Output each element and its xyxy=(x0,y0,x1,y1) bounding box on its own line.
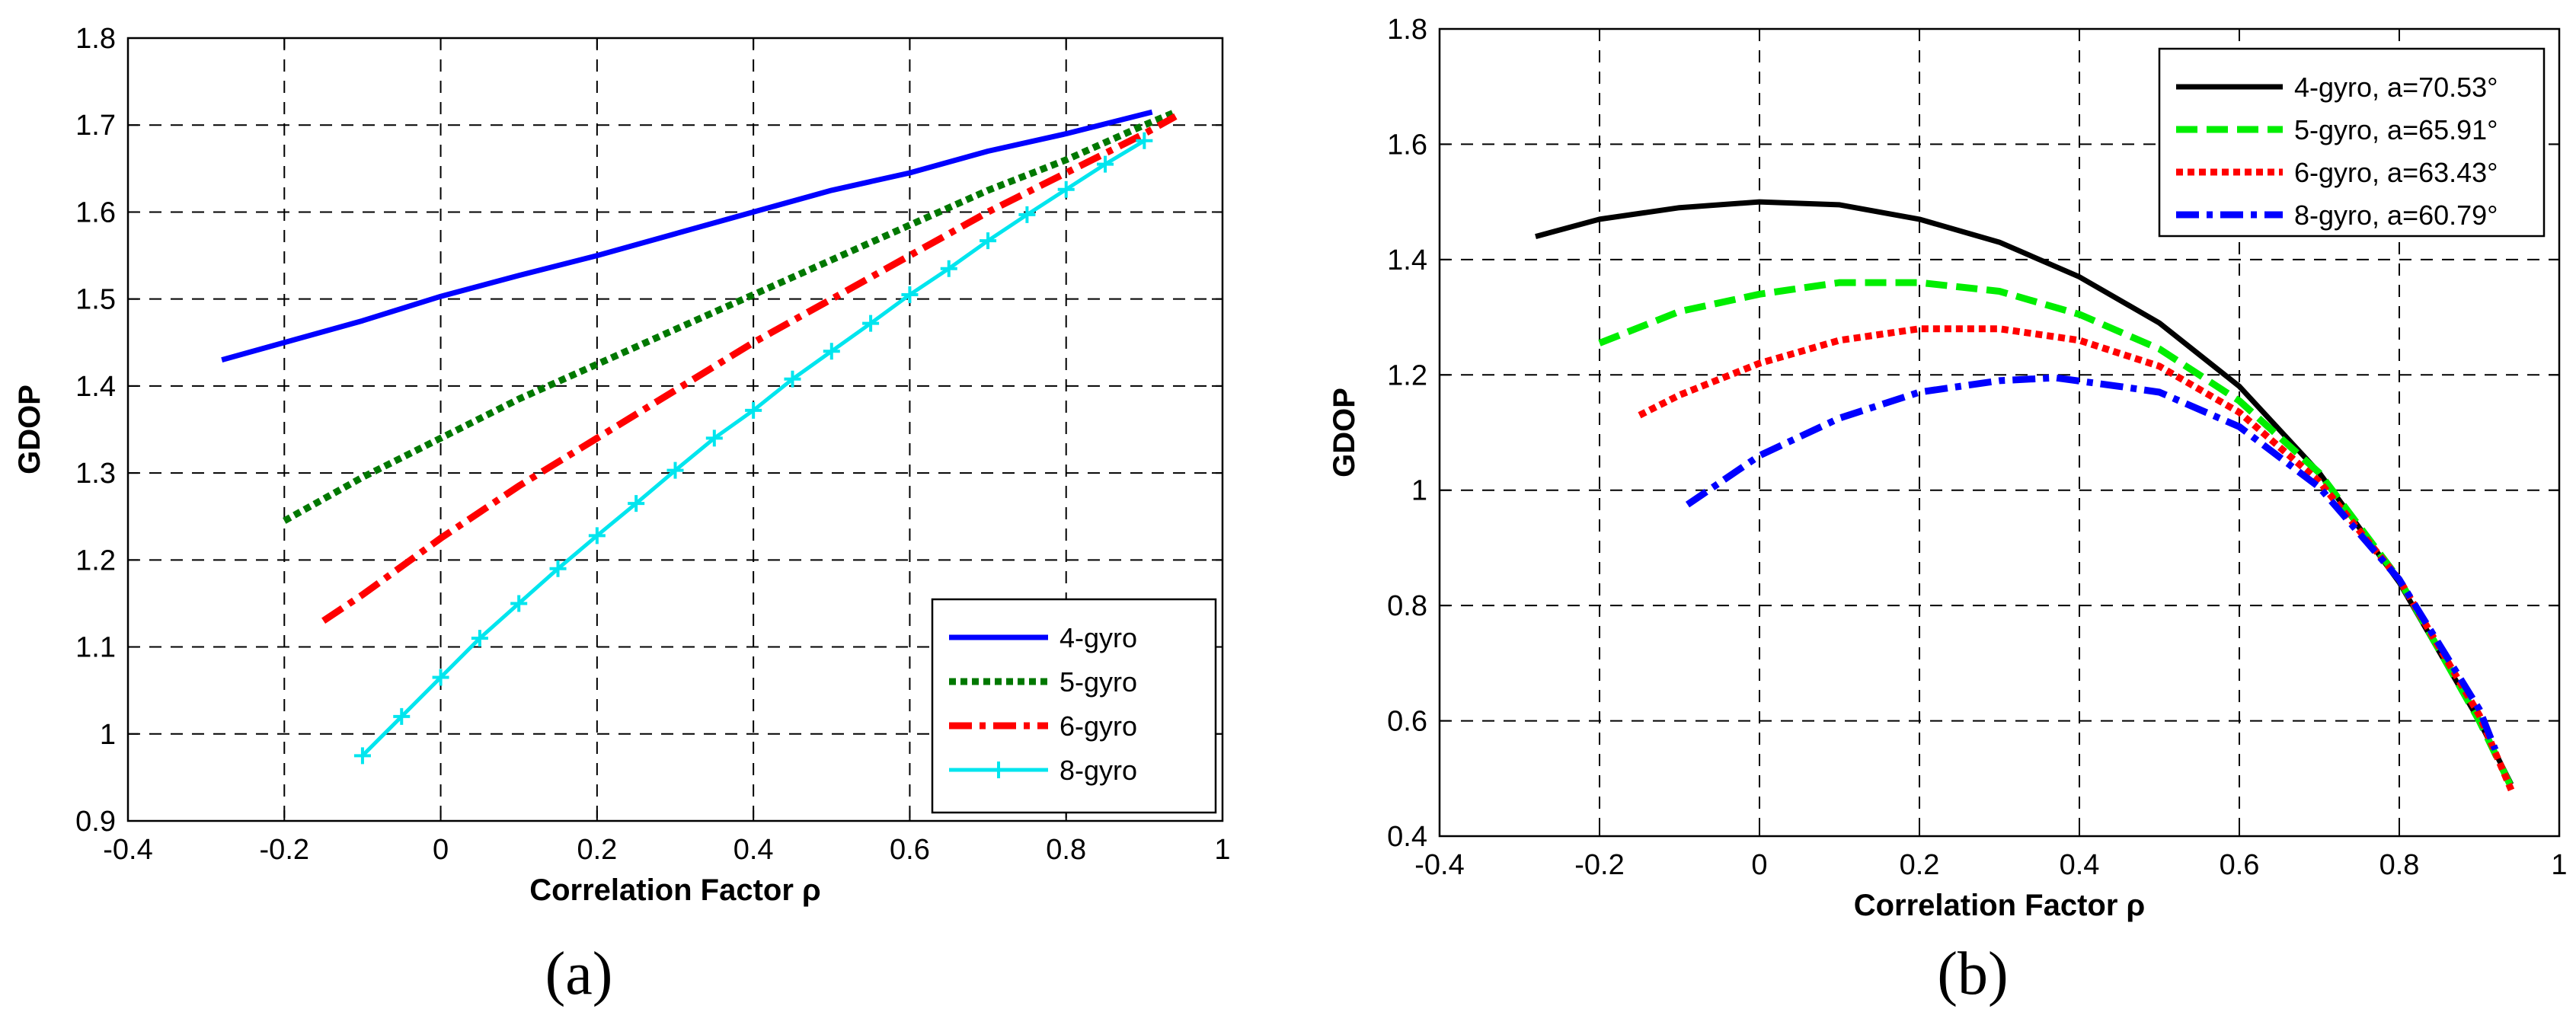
y-tick-label: 1.3 xyxy=(75,458,116,490)
data-point-marker xyxy=(940,260,957,277)
x-tick-label: 0.8 xyxy=(2379,849,2420,881)
legend-label: 5-gyro, a=65.91° xyxy=(2294,114,2498,145)
y-tick-label: 0.8 xyxy=(1387,590,1427,622)
series-line-8-gyro xyxy=(1685,374,2499,752)
panel-caption: (a) xyxy=(545,940,613,1007)
x-axis-label: Correlation Factor ρ xyxy=(1854,889,2146,922)
panel-caption: (b) xyxy=(1937,940,2008,1007)
data-point-marker xyxy=(784,370,801,388)
chart-panel-a: -0.4 -0.2 0 0.2 0.4 0.6 0.8 1 0.9 1 1.1 1.2 1.3 1.4 1.… xyxy=(13,23,1231,1007)
y-tick-label: 0.9 xyxy=(75,806,116,838)
legend-label: 6-gyro, a=63.43° xyxy=(2294,157,2498,188)
data-point-marker xyxy=(1097,155,1114,173)
x-tick-label: 0 xyxy=(433,834,449,866)
x-tick-label: 0.6 xyxy=(2220,849,2260,881)
y-tick-label: 1.5 xyxy=(75,284,116,316)
legend-label: 5-gyro xyxy=(1059,666,1137,698)
axes-frame xyxy=(126,37,1224,822)
data-point-marker xyxy=(901,286,919,303)
data-point-marker xyxy=(745,401,762,419)
x-tick-label: -0.4 xyxy=(103,834,152,866)
series-line-6-gyro xyxy=(321,113,1178,624)
x-tick-label: 1 xyxy=(2551,849,2567,881)
x-tick-label: 0.8 xyxy=(1046,834,1086,866)
y-axis-label: GDOP xyxy=(13,385,46,474)
data-point-marker xyxy=(980,232,997,250)
x-tick-label: 0.4 xyxy=(733,834,774,866)
x-tick-label: 1 xyxy=(1214,834,1230,866)
x-tick-label: -0.2 xyxy=(260,834,309,866)
data-point-marker xyxy=(588,527,606,544)
legend-label: 8-gyro xyxy=(1059,755,1137,786)
data-point-marker xyxy=(666,461,684,479)
x-tick-label: 0.2 xyxy=(577,834,617,866)
x-axis-label: Correlation Factor ρ xyxy=(529,873,821,907)
y-tick-label: 1.8 xyxy=(1387,14,1427,46)
data-point-marker xyxy=(1018,206,1036,223)
data-point-marker xyxy=(705,429,723,447)
y-tick-label: 1.6 xyxy=(1387,129,1427,161)
y-tick-label: 1.6 xyxy=(75,196,116,228)
data-point-marker xyxy=(353,747,371,765)
data-point-marker xyxy=(471,630,488,647)
legend-box xyxy=(2158,47,2546,238)
x-tick-label: 0.2 xyxy=(1900,849,1940,881)
y-tick-label: 1.7 xyxy=(75,110,116,142)
data-point-marker xyxy=(432,669,449,686)
data-point-marker xyxy=(1136,132,1153,149)
legend: 4-gyro 5-gyro 6-gyro 8-gyro xyxy=(931,598,1217,814)
x-tick-label: 0.6 xyxy=(890,834,930,866)
axes-frame xyxy=(1438,27,2561,838)
y-tick-label: 1.2 xyxy=(1387,359,1427,391)
x-tick-label: 0 xyxy=(1751,849,1767,881)
y-tick-label: 1 xyxy=(100,719,116,751)
y-tick-label: 1 xyxy=(1411,475,1427,507)
data-point-marker xyxy=(862,315,880,332)
legend: 4-gyro, a=70.53° 5-gyro, a=65.91° 6-gyro, … xyxy=(2158,47,2546,238)
x-tick-label: -0.2 xyxy=(1574,849,1624,881)
data-point-marker xyxy=(823,343,840,360)
y-axis-label: GDOP xyxy=(1328,388,1361,477)
x-tick-label: 0.4 xyxy=(2060,849,2100,881)
y-tick-label: 1.2 xyxy=(75,544,116,576)
series-line-5-gyro xyxy=(283,108,1178,524)
legend-label: 4-gyro xyxy=(1059,622,1137,653)
legend-label: 8-gyro, a=60.79° xyxy=(2294,200,2498,231)
legend-label: 4-gyro, a=70.53° xyxy=(2294,72,2498,103)
x-tick-label: -0.4 xyxy=(1414,849,1464,881)
series-line-4-gyro xyxy=(221,109,1153,362)
chart-panel-b: -0.4 -0.2 0 0.2 0.4 0.6 0.8 1 0.4 0.6 0.8 1 1.2 1.4 1.… xyxy=(1328,14,2568,1007)
y-tick-label: 1.8 xyxy=(75,23,116,55)
data-point-marker xyxy=(1057,180,1075,198)
y-tick-label: 1.4 xyxy=(75,371,116,403)
y-tick-label: 1.4 xyxy=(1387,244,1427,276)
y-tick-label: 1.1 xyxy=(75,632,116,664)
y-tick-label: 0.6 xyxy=(1387,706,1427,738)
data-point-marker xyxy=(510,595,528,612)
data-point-marker xyxy=(393,707,411,725)
data-point-marker xyxy=(628,495,645,512)
legend-label: 6-gyro xyxy=(1059,710,1137,742)
data-point-marker xyxy=(549,560,567,577)
series-line-6-gyro xyxy=(1638,325,2515,792)
y-tick-label: 0.4 xyxy=(1387,821,1427,853)
legend-marker xyxy=(990,762,1007,778)
